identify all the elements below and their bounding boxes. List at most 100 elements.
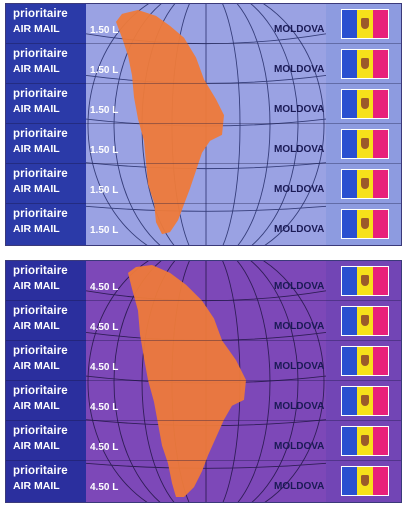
- stamp-value: 1.50 L: [90, 65, 119, 76]
- coat-of-arms-icon: [361, 218, 369, 229]
- air-mail-label: AIR MAIL: [13, 183, 60, 195]
- prioritaire-label: prioritaire: [13, 465, 68, 477]
- right-band: [324, 261, 401, 502]
- air-mail-label: AIR MAIL: [13, 223, 60, 235]
- stamp-value: 4.50 L: [90, 442, 119, 453]
- stamp-rows: prioritaire AIR MAIL 4.50 L MOLDOVA priorita…: [6, 261, 401, 502]
- globe-meridian-lines: [86, 261, 326, 502]
- stamp-value: 4.50 L: [90, 322, 119, 333]
- air-mail-label: AIR MAIL: [13, 440, 60, 452]
- air-mail-label: AIR MAIL: [13, 480, 60, 492]
- stamp-row: prioritaire AIR MAIL 1.50 L MOLDOVA: [6, 204, 401, 244]
- air-mail-label: AIR MAIL: [13, 103, 60, 115]
- stamp-row: prioritaire AIR MAIL 4.50 L MOLDOVA: [6, 381, 401, 421]
- air-mail-label: AIR MAIL: [13, 320, 60, 332]
- prioritaire-label: prioritaire: [13, 208, 68, 220]
- prioritaire-label: prioritaire: [13, 8, 68, 20]
- perforation-line: [6, 420, 401, 421]
- country-name: MOLDOVA: [274, 104, 325, 115]
- country-name: MOLDOVA: [274, 361, 325, 372]
- stamp-row: prioritaire AIR MAIL 4.50 L MOLDOVA: [6, 461, 401, 501]
- moldova-flag-icon: [341, 426, 389, 456]
- stamp-value: 4.50 L: [90, 362, 119, 373]
- moldova-flag-icon: [341, 129, 389, 159]
- prioritaire-label: prioritaire: [13, 425, 68, 437]
- prioritaire-label: prioritaire: [13, 168, 68, 180]
- moldova-flag-icon: [341, 49, 389, 79]
- stamp-rows: prioritaire AIR MAIL 1.50 L MOLDOVA priorita…: [6, 4, 401, 245]
- stamp-row: prioritaire AIR MAIL 1.50 L MOLDOVA: [6, 84, 401, 124]
- stamp-value: 1.50 L: [90, 25, 119, 36]
- stamp-row: prioritaire AIR MAIL 4.50 L MOLDOVA: [6, 341, 401, 381]
- perforation-line: [6, 203, 401, 204]
- stamp-row: prioritaire AIR MAIL 1.50 L MOLDOVA: [6, 124, 401, 164]
- stamp-row: prioritaire AIR MAIL 1.50 L MOLDOVA: [6, 4, 401, 44]
- country-name: MOLDOVA: [274, 224, 325, 235]
- country-name: MOLDOVA: [274, 64, 325, 75]
- stamp-row: prioritaire AIR MAIL 1.50 L MOLDOVA: [6, 164, 401, 204]
- air-mail-label: AIR MAIL: [13, 280, 60, 292]
- prioritaire-label: prioritaire: [13, 265, 68, 277]
- perforation-line: [6, 380, 401, 381]
- prioritaire-label: prioritaire: [13, 305, 68, 317]
- prioritaire-label: prioritaire: [13, 345, 68, 357]
- prioritaire-label: prioritaire: [13, 128, 68, 140]
- air-mail-label: AIR MAIL: [13, 360, 60, 372]
- country-name: MOLDOVA: [274, 24, 325, 35]
- country-name: MOLDOVA: [274, 401, 325, 412]
- moldova-flag-icon: [341, 386, 389, 416]
- stamp-value: 1.50 L: [90, 185, 119, 196]
- moldova-flag-icon: [341, 89, 389, 119]
- perforation-line: [6, 43, 401, 44]
- coat-of-arms-icon: [361, 178, 369, 189]
- country-name: MOLDOVA: [274, 441, 325, 452]
- stamp-value: 4.50 L: [90, 482, 119, 493]
- coat-of-arms-icon: [361, 18, 369, 29]
- moldova-flag-icon: [341, 266, 389, 296]
- coat-of-arms-icon: [361, 98, 369, 109]
- stamp-sheet-1: prioritaire AIR MAIL 1.50 L MOLDOVA priorita…: [5, 3, 402, 246]
- stamp-row: prioritaire AIR MAIL 4.50 L MOLDOVA: [6, 261, 401, 301]
- coat-of-arms-icon: [361, 475, 369, 486]
- left-band: [6, 4, 86, 245]
- coat-of-arms-icon: [361, 275, 369, 286]
- moldova-flag-icon: [341, 306, 389, 336]
- stamp-row: prioritaire AIR MAIL 4.50 L MOLDOVA: [6, 301, 401, 341]
- moldova-flag-icon: [341, 9, 389, 39]
- coat-of-arms-icon: [361, 315, 369, 326]
- stamp-value: 1.50 L: [90, 225, 119, 236]
- perforation-line: [6, 460, 401, 461]
- coat-of-arms-icon: [361, 395, 369, 406]
- prioritaire-label: prioritaire: [13, 88, 68, 100]
- coat-of-arms-icon: [361, 58, 369, 69]
- perforation-line: [6, 340, 401, 341]
- stamp-value: 1.50 L: [90, 145, 119, 156]
- stamp-value: 4.50 L: [90, 282, 119, 293]
- prioritaire-label: prioritaire: [13, 385, 68, 397]
- globe-meridian-lines: [86, 4, 326, 245]
- perforation-line: [6, 123, 401, 124]
- country-name: MOLDOVA: [274, 184, 325, 195]
- moldova-flag-icon: [341, 169, 389, 199]
- country-name: MOLDOVA: [274, 281, 325, 292]
- country-name: MOLDOVA: [274, 144, 325, 155]
- country-name: MOLDOVA: [274, 321, 325, 332]
- moldova-flag-icon: [341, 466, 389, 496]
- stamp-row: prioritaire AIR MAIL 1.50 L MOLDOVA: [6, 44, 401, 84]
- air-mail-label: AIR MAIL: [13, 23, 60, 35]
- stamp-sheet-2: prioritaire AIR MAIL 4.50 L MOLDOVA priorita…: [5, 260, 402, 503]
- air-mail-label: AIR MAIL: [13, 143, 60, 155]
- coat-of-arms-icon: [361, 435, 369, 446]
- moldova-map-shape: [116, 9, 224, 235]
- perforation-line: [6, 83, 401, 84]
- stamp-row: prioritaire AIR MAIL 4.50 L MOLDOVA: [6, 421, 401, 461]
- moldova-flag-icon: [341, 346, 389, 376]
- moldova-map-shape: [128, 264, 246, 498]
- left-band: [6, 261, 86, 502]
- perforation-line: [6, 300, 401, 301]
- coat-of-arms-icon: [361, 355, 369, 366]
- stamp-value: 1.50 L: [90, 105, 119, 116]
- right-band: [324, 4, 401, 245]
- coat-of-arms-icon: [361, 138, 369, 149]
- air-mail-label: AIR MAIL: [13, 400, 60, 412]
